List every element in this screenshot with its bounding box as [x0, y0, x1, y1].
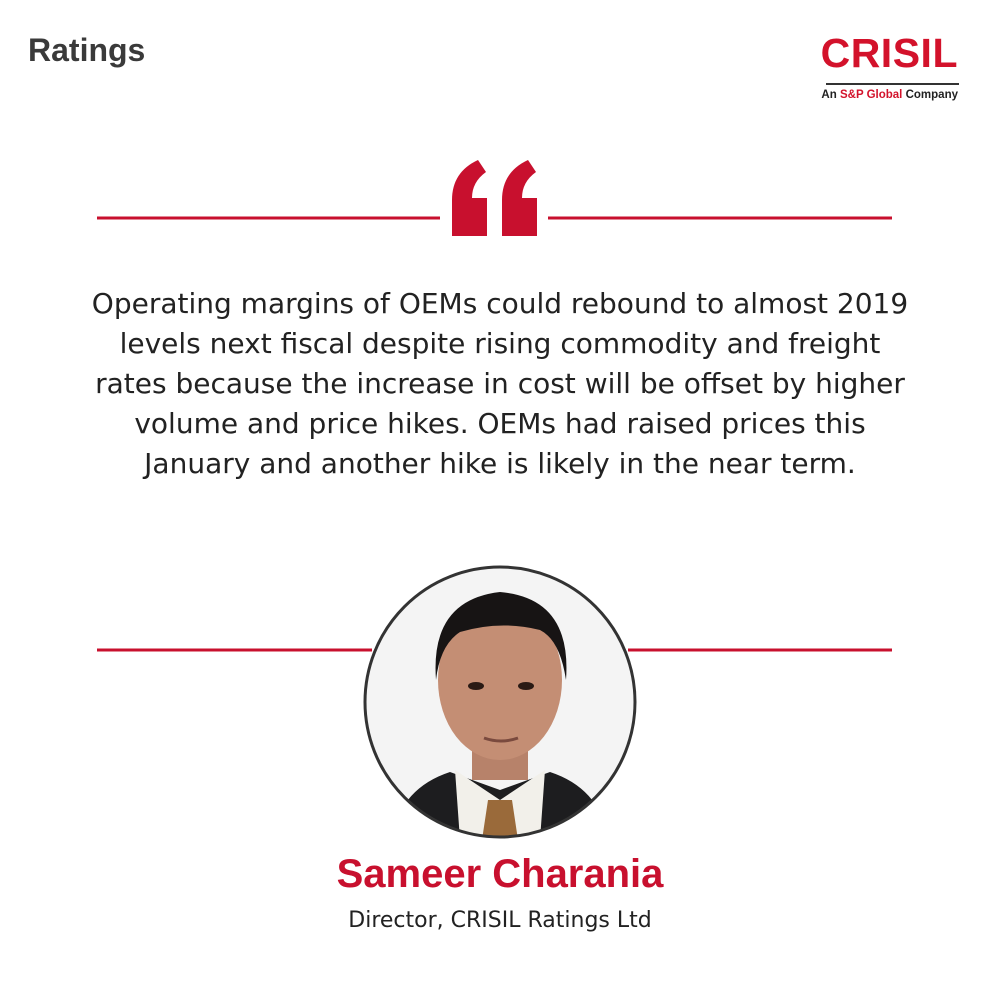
divider-lines	[97, 216, 892, 652]
logo-tagline: An S&P Global Company	[821, 89, 958, 101]
section-title: Ratings	[28, 32, 146, 68]
portrait	[366, 568, 634, 836]
tagline-suffix: Company	[905, 89, 958, 101]
logo-rule	[826, 83, 959, 85]
tagline-prefix: An	[821, 89, 837, 101]
quote-mark	[452, 160, 537, 236]
portrait-frame	[363, 565, 637, 839]
quote-line: rates because the increase in cost will …	[95, 367, 905, 400]
tagline-highlight: S&P Global	[839, 89, 903, 101]
quote-line: January and another hike is likely in th…	[144, 447, 856, 480]
person-name: Sameer Charania	[336, 852, 664, 896]
quote-line: levels next fiscal despite rising commod…	[119, 327, 881, 360]
quote-text: Operating margins of OEMs could rebound …	[40, 284, 960, 484]
quote-line: volume and price hikes. OEMs had raised …	[134, 407, 866, 440]
person-title: Director, CRISIL Ratings Ltd	[348, 908, 652, 933]
quote-line: Operating margins of OEMs could rebound …	[91, 287, 909, 320]
logo-name: CRISIL	[820, 30, 958, 76]
